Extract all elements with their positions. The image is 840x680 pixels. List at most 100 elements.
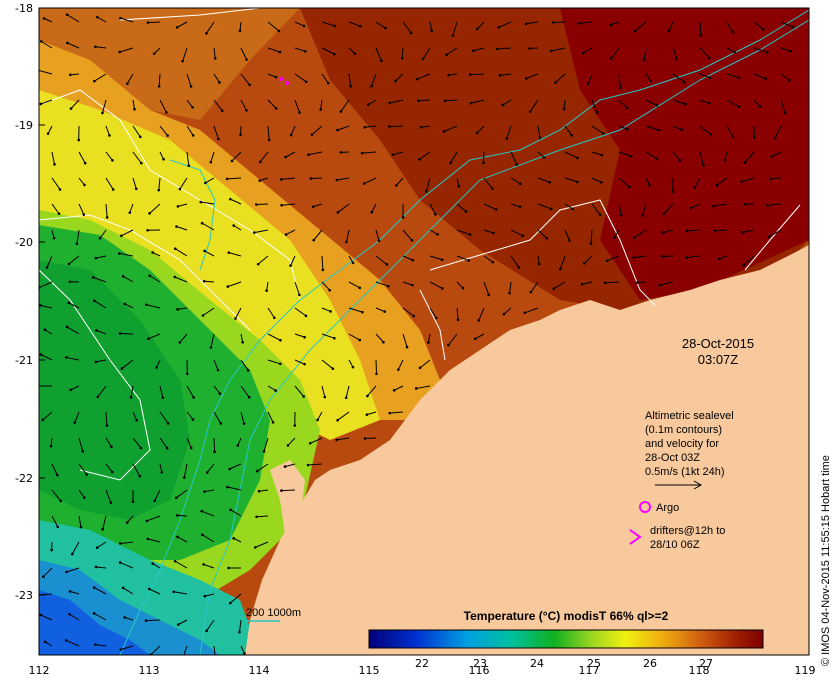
velocity-arrow: [663, 229, 674, 233]
velocity-arrow: [159, 463, 163, 473]
velocity-arrow: [470, 99, 485, 104]
velocity-arrow-head: [476, 27, 479, 31]
velocity-arrow: [422, 47, 431, 60]
velocity-arrow-head: [82, 496, 86, 499]
velocity-arrow: [478, 307, 485, 321]
lat-axis: -18 -19 -20 -21 -22 -23: [15, 2, 45, 602]
velocity-arrow: [337, 411, 350, 421]
velocity-arrow: [51, 489, 62, 502]
velocity-arrow: [177, 307, 188, 310]
velocity-arrow-head: [307, 153, 310, 157]
velocity-arrow-head: [280, 178, 283, 181]
velocity-arrow-head: [202, 279, 206, 283]
velocity-arrow: [294, 359, 305, 365]
velocity-arrow-head: [230, 159, 234, 163]
drifter-label: drifters@12h to: [650, 525, 725, 537]
velocity-arrow: [47, 125, 53, 134]
velocity-arrow: [578, 21, 593, 24]
velocity-arrow-head: [39, 40, 43, 43]
velocity-arrow-head: [95, 329, 98, 332]
velocity-arrow-head: [524, 22, 528, 26]
velocity-arrow-head: [118, 252, 121, 255]
velocity-arrow: [618, 203, 622, 216]
legend-line: Altimetric sealevel: [645, 410, 734, 422]
velocity-arrow: [443, 125, 458, 132]
velocity-arrow-head: [56, 473, 59, 477]
velocity-arrow-head: [715, 184, 719, 187]
velocity-arrow: [66, 639, 80, 647]
velocity-arrow: [237, 437, 242, 446]
velocity-arrow: [210, 151, 215, 163]
velocity-arrow: [500, 73, 512, 76]
velocity-arrow: [204, 593, 215, 597]
velocity-arrow: [70, 73, 80, 76]
velocity-arrow-head: [262, 450, 266, 453]
velocity-arrow-head: [110, 470, 114, 474]
velocity-arrow-head: [306, 463, 310, 467]
velocity-arrow: [699, 21, 702, 36]
velocity-arrow-head: [205, 629, 208, 633]
velocity-arrow-head: [473, 337, 477, 341]
velocity-arrow: [203, 563, 215, 569]
velocity-arrow-head: [128, 211, 132, 214]
velocity-arrow: [186, 151, 190, 166]
velocity-arrow-head: [283, 465, 287, 468]
velocity-arrow: [258, 489, 269, 492]
velocity-arrow: [645, 177, 651, 186]
velocity-arrow: [618, 151, 632, 157]
velocity-arrow: [200, 201, 215, 205]
colorbar-tick: 27: [699, 657, 713, 670]
velocity-arrow: [179, 177, 188, 190]
velocity-arrow-head: [576, 180, 579, 184]
velocity-arrow-head: [43, 640, 47, 644]
velocity-arrow: [240, 359, 249, 371]
velocity-arrow-head: [81, 450, 85, 453]
velocity-arrow: [774, 125, 782, 139]
land-mass: [245, 245, 809, 655]
velocity-arrow-head: [203, 249, 206, 253]
velocity-arrow-head: [517, 266, 521, 269]
velocity-arrow-head: [362, 182, 366, 185]
velocity-arrow-head: [743, 203, 747, 206]
velocity-arrow: [284, 463, 296, 468]
velocity-arrow-head: [162, 157, 165, 161]
velocity-arrow-head: [349, 84, 353, 88]
velocity-arrow-head: [265, 289, 268, 292]
velocity-arrow-head: [737, 76, 741, 80]
velocity-arrow-head: [310, 133, 314, 136]
velocity-arrow: [393, 385, 404, 391]
velocity-arrow: [149, 275, 161, 283]
velocity-arrow-head: [172, 590, 176, 594]
velocity-arrow-head: [303, 362, 306, 366]
velocity-arrow: [348, 21, 361, 27]
velocity-arrow-head: [217, 137, 220, 141]
velocity-arrow-head: [358, 338, 362, 342]
velocity-arrow-head: [789, 49, 792, 53]
velocity-arrow: [102, 515, 107, 530]
velocity-arrow: [294, 281, 300, 296]
velocity-arrow-head: [577, 22, 580, 25]
velocity-arrow-head: [216, 368, 220, 372]
velocity-arrow: [716, 177, 728, 186]
velocity-arrow: [483, 151, 485, 163]
velocity-arrow: [159, 385, 164, 398]
velocity-arrow-head: [552, 21, 555, 24]
velocity-arrow: [213, 99, 223, 111]
velocity-arrow: [419, 151, 431, 160]
velocity-arrow: [690, 203, 701, 209]
velocity-arrow-head: [571, 207, 574, 211]
velocity-arrow-head: [319, 108, 323, 111]
velocity-arrow: [336, 177, 350, 181]
velocity-arrow: [267, 125, 270, 140]
velocity-arrow-head: [200, 533, 204, 536]
velocity-arrow: [530, 281, 539, 293]
velocity-arrow-head: [559, 267, 562, 271]
velocity-arrow-head: [753, 136, 756, 139]
velocity-arrow-head: [497, 26, 501, 29]
velocity-arrow: [240, 411, 245, 424]
velocity-arrow: [281, 177, 296, 180]
velocity-arrow-head: [94, 565, 98, 569]
velocity-arrow-head: [123, 616, 126, 619]
velocity-arrow-head: [73, 421, 77, 424]
legend-line: and velocity for: [645, 438, 719, 450]
